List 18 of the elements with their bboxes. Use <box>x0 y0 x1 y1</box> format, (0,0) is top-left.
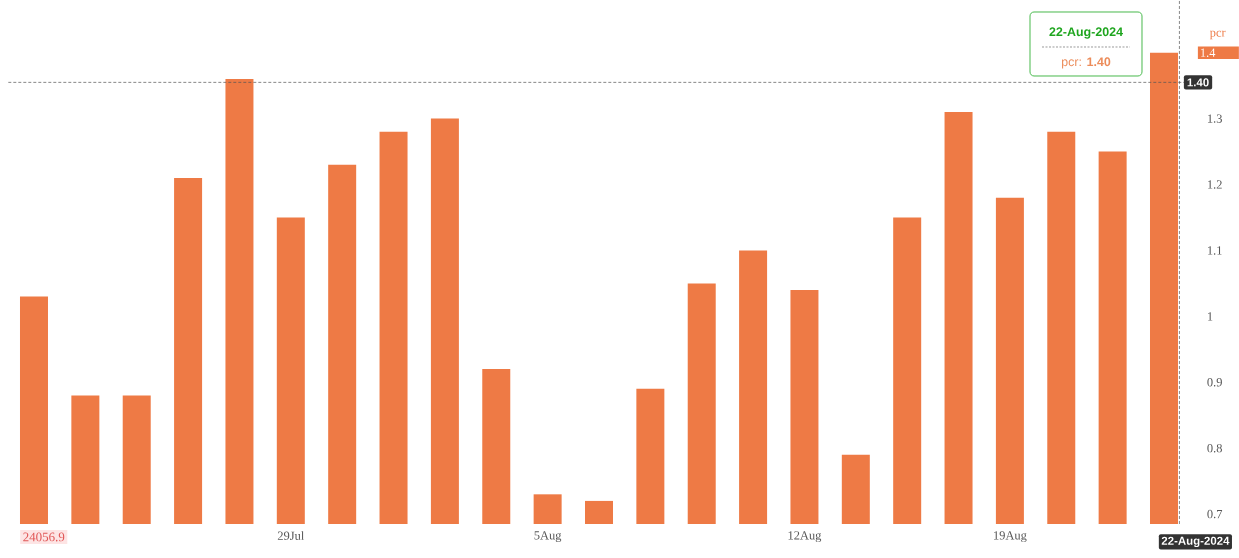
x-tick-label: 19Aug <box>994 531 1027 543</box>
y-tick-label: 1.1 <box>1207 246 1222 255</box>
text: 1.4 <box>1200 48 1216 57</box>
x-tick-label: 29Jul <box>277 531 305 540</box>
y-tick-label: 0.8 <box>1207 443 1222 453</box>
y-tick-label: 1.2 <box>1207 180 1222 189</box>
y-tick-label: 0.7 <box>1207 509 1223 519</box>
annotation: 22-Aug-2024 <box>1049 27 1123 39</box>
text: 22-Aug-2024 <box>1161 536 1230 548</box>
x-tick-label: 12Aug <box>788 531 822 543</box>
y-tick-label: 1.3 <box>1207 114 1222 123</box>
text: 24056.9 <box>23 532 65 542</box>
annotation: pcr: 1.40 <box>1061 57 1111 69</box>
y-tick-label: 0.9 <box>1207 378 1222 387</box>
y-tick-label: 1 <box>1207 312 1213 321</box>
text: pcr <box>1209 30 1226 40</box>
x-tick-label: 5Aug <box>534 531 562 543</box>
annotation: 1.40 <box>1187 78 1209 87</box>
